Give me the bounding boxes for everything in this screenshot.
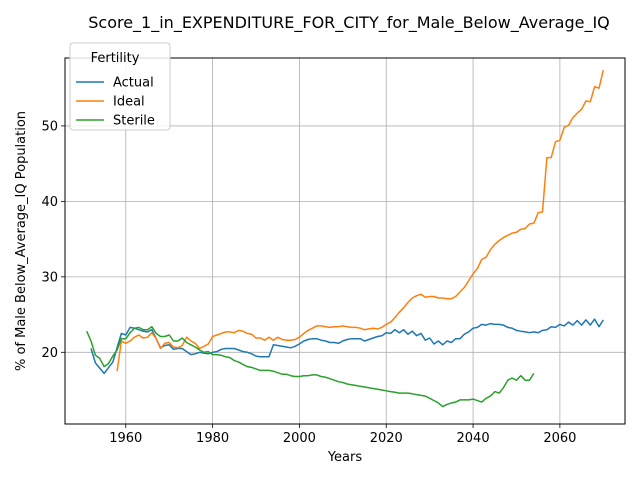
series-layer xyxy=(86,69,605,408)
plot-area-frame xyxy=(64,57,626,425)
y-tick-label: 30 xyxy=(41,270,58,285)
x-axis-label: Years xyxy=(327,450,363,465)
axis-ticks: 1960 1980 2000 2020 2040 2060 20 30 40 50 xyxy=(41,119,576,446)
legend-title: Fertility xyxy=(91,51,140,66)
legend-box xyxy=(69,42,171,131)
x-tick-label: 2040 xyxy=(457,431,490,446)
x-tick-label: 1960 xyxy=(109,431,142,446)
y-tick-label: 40 xyxy=(41,195,58,210)
chart-title: Score_1_in_EXPENDITURE_FOR_CITY_for_Male… xyxy=(88,13,610,33)
series-line-actual xyxy=(90,318,604,375)
legend-label-ideal: Ideal xyxy=(113,95,145,110)
y-tick-label: 50 xyxy=(41,119,58,134)
series-line-ideal xyxy=(116,69,605,372)
x-tick-label: 2020 xyxy=(370,431,403,446)
y-tick-label: 20 xyxy=(41,346,58,361)
legend-label-actual: Actual xyxy=(113,76,154,91)
series-line-sterile xyxy=(86,325,535,408)
legend-label-sterile: Sterile xyxy=(113,114,155,129)
x-tick-label: 2000 xyxy=(283,431,316,446)
y-axis-label: % of Male Below_Average_IQ Population xyxy=(14,111,29,371)
grid-lines xyxy=(65,58,625,424)
legend: Fertility Actual Ideal Sterile xyxy=(69,42,171,131)
x-tick-label: 1980 xyxy=(196,431,229,446)
x-tick-label: 2060 xyxy=(543,431,576,446)
